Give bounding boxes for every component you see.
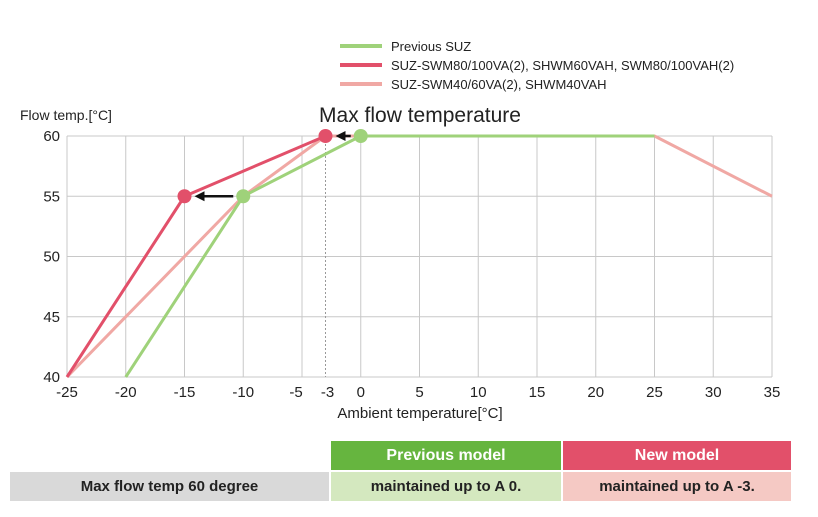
data-point-marker (236, 189, 251, 204)
data-point-marker (353, 129, 368, 143)
arrows (194, 131, 351, 202)
x-tick-label: -15 (174, 384, 196, 401)
x-tick-label: 30 (705, 384, 722, 401)
legend: Previous SUZ SUZ-SWM80/100VA(2), SHWM60VA… (340, 39, 734, 92)
y-tick-label: 40 (43, 369, 60, 386)
header-previous-model: Previous model (331, 441, 561, 470)
x-axis-label: Ambient temperature[°C] (337, 405, 502, 422)
x-tick-label: 5 (415, 384, 423, 401)
x-tick-label: 25 (646, 384, 663, 401)
x-tick-label: -3 (321, 384, 334, 401)
x-tick-label: 10 (470, 384, 487, 401)
y-tick-label: 60 (43, 128, 60, 145)
grid-lines (66, 135, 773, 378)
header-new-model: New model (563, 441, 791, 470)
legend-label: SUZ-SWM80/100VA(2), SHWM60VAH, SWM80/100… (391, 58, 734, 73)
y-axis-label: Flow temp.[°C] (20, 107, 112, 123)
new-model-value: maintained up to A -3. (563, 472, 791, 501)
x-tick-label: 15 (529, 384, 546, 401)
data-point-marker (318, 129, 333, 143)
flow-temp-chart: Previous SUZ SUZ-SWM80/100VA(2), SHWM60VA… (20, 39, 780, 422)
x-tick-label: -5 (289, 384, 302, 401)
x-tick-label: 35 (764, 384, 781, 401)
x-tick-label: -25 (56, 384, 78, 401)
previous-model-value: maintained up to A 0. (331, 472, 561, 501)
legend-label: SUZ-SWM40/60VA(2), SHWM40VAH (391, 77, 607, 92)
y-tick-label: 55 (43, 188, 60, 205)
y-tick-label: 45 (43, 309, 60, 326)
chart-title: Max flow temperature (319, 104, 521, 127)
tick-labels: -25 -20 -15 -10 -5 -3 0 5 10 15 20 25 30 35 40 45 50 55 60 (43, 128, 780, 401)
x-tick-label: 0 (357, 384, 365, 401)
row-label: Max flow temp 60 degree (10, 472, 329, 501)
series-line (124, 134, 655, 378)
data-point-marker (177, 189, 192, 204)
arrow-head (335, 131, 346, 141)
point-markers (177, 129, 368, 204)
y-tick-label: 50 (43, 249, 60, 266)
legend-label: Previous SUZ (391, 39, 471, 54)
x-tick-label: -20 (115, 384, 137, 401)
x-tick-label: -10 (232, 384, 254, 401)
arrow-head (194, 191, 205, 202)
x-tick-label: 20 (587, 384, 604, 401)
